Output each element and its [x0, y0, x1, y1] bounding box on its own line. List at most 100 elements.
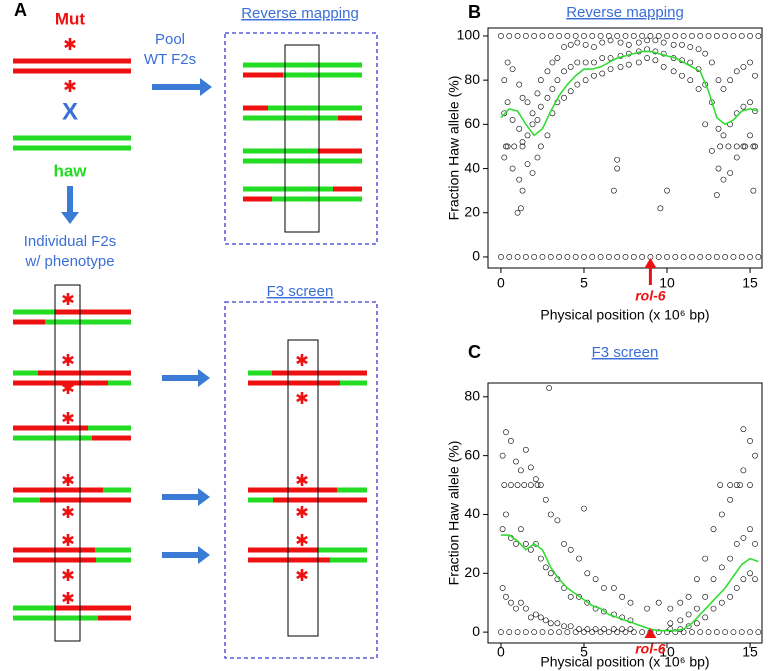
data-point	[508, 482, 514, 488]
data-point	[572, 254, 579, 260]
data-point	[607, 66, 614, 73]
data-point	[733, 482, 740, 488]
data-point	[527, 482, 534, 488]
data-point	[519, 94, 526, 101]
data-point	[702, 593, 709, 600]
data-point	[740, 426, 747, 433]
smooth-line	[500, 50, 759, 137]
data-point	[576, 555, 582, 562]
data-point	[591, 59, 597, 66]
data-point	[715, 165, 722, 172]
data-point	[747, 570, 753, 577]
data-point	[740, 63, 747, 70]
data-point	[498, 629, 504, 636]
data-point	[519, 143, 526, 150]
chromosome	[248, 487, 337, 493]
data-point	[664, 33, 670, 39]
data-point	[499, 526, 506, 533]
chart-title: Reverse mapping	[566, 4, 684, 21]
chromosome	[248, 557, 330, 563]
data-point	[501, 110, 508, 117]
data-point	[657, 205, 664, 212]
data-point	[710, 526, 717, 533]
data-point	[582, 41, 589, 48]
locus-box	[54, 284, 81, 642]
data-point	[627, 599, 634, 606]
data-point	[713, 254, 720, 260]
chromosome	[243, 62, 362, 68]
x-tick-label: 15	[742, 275, 758, 291]
data-point	[516, 81, 523, 88]
data-point	[514, 209, 521, 216]
mutation-star	[62, 475, 74, 485]
data-point	[733, 143, 740, 150]
data-point	[512, 540, 519, 547]
data-point	[652, 57, 659, 64]
data-point	[614, 629, 621, 636]
data-point	[542, 617, 549, 624]
data-point	[747, 59, 753, 66]
data-point	[539, 254, 546, 260]
data-point	[574, 81, 581, 88]
data-point	[499, 452, 506, 459]
mutation-star	[62, 383, 74, 393]
data-point	[529, 121, 536, 128]
locus-box	[287, 339, 319, 637]
data-point	[503, 429, 509, 436]
mutation-star	[64, 81, 76, 91]
individual-label: w/ phenotype	[24, 253, 114, 270]
data-point	[614, 165, 621, 172]
data-point	[564, 629, 571, 636]
data-point	[689, 254, 695, 260]
data-point	[567, 41, 574, 48]
chromosome	[248, 497, 273, 503]
data-point	[694, 576, 700, 583]
data-point	[740, 143, 747, 150]
data-point	[733, 585, 740, 591]
data-point	[501, 482, 508, 488]
data-point	[592, 576, 599, 583]
data-point	[695, 46, 702, 53]
data-point	[755, 254, 762, 260]
data-point	[617, 39, 624, 46]
data-point	[710, 605, 717, 612]
data-point	[537, 103, 544, 110]
data-point	[589, 33, 596, 39]
data-point	[610, 585, 617, 591]
data-point	[672, 33, 679, 39]
data-point	[717, 482, 724, 488]
chromosome	[13, 68, 131, 74]
data-point	[597, 33, 604, 39]
data-point	[685, 593, 692, 600]
chromosome	[98, 615, 131, 621]
data-point	[694, 605, 700, 612]
chromosome	[13, 435, 92, 441]
data-point	[537, 555, 544, 562]
mutation-star	[64, 39, 76, 49]
chromosome	[13, 309, 55, 315]
data-point	[614, 254, 621, 260]
data-point	[695, 86, 702, 92]
data-point	[725, 143, 732, 150]
x-tick-label: 0	[497, 644, 505, 660]
data-point	[644, 37, 650, 44]
data-point	[547, 629, 554, 636]
data-point	[750, 143, 757, 150]
chromosome	[13, 547, 95, 553]
data-point	[672, 254, 679, 260]
chromosome	[337, 487, 367, 493]
x-axis-label: Physical position (x 10⁶ bp)	[540, 307, 709, 323]
data-point	[599, 70, 606, 77]
data-point	[644, 55, 650, 61]
data-point	[546, 385, 553, 391]
data-point	[667, 605, 674, 612]
data-point	[733, 68, 740, 75]
mutation-star	[62, 570, 74, 580]
data-point	[614, 33, 621, 39]
x-tick-label: 10	[659, 644, 675, 660]
data-point	[737, 482, 743, 488]
chromosome	[55, 605, 131, 611]
data-point	[667, 620, 674, 627]
data-point	[660, 39, 667, 46]
